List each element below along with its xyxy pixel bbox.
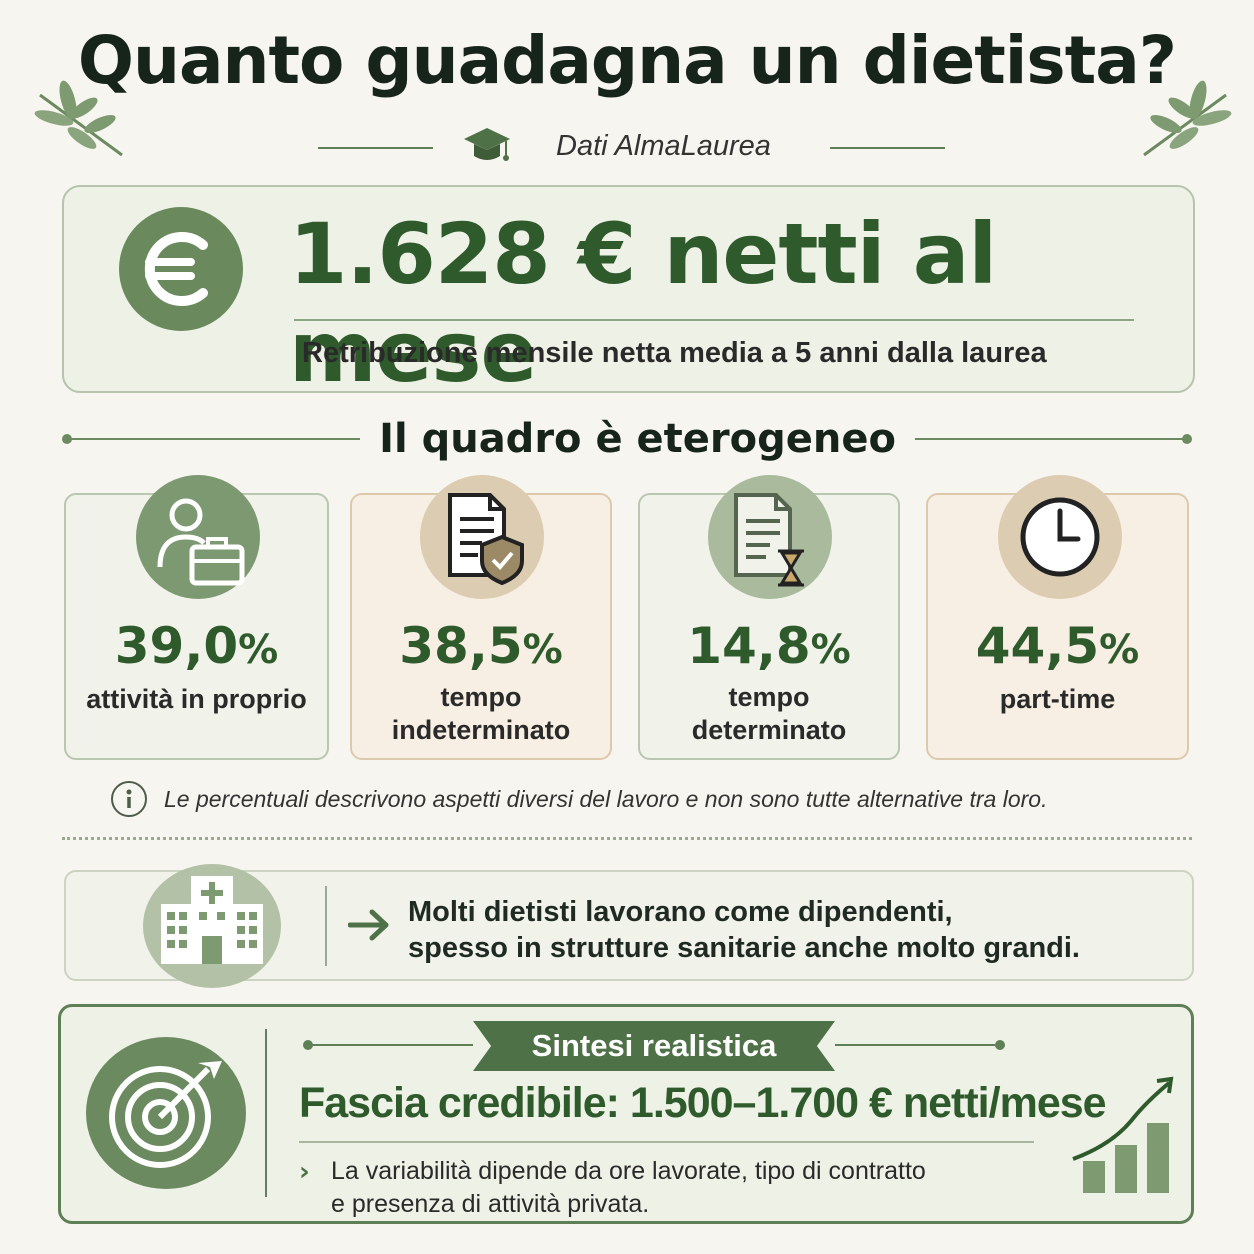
summary-detail: La variabilità dipende da ore lavorate, … bbox=[331, 1157, 926, 1218]
source-divider-left bbox=[318, 147, 433, 149]
average-salary-description: Retribuzione mensile netta media a 5 ann… bbox=[302, 337, 1047, 369]
employees-card: Molti dietisti lavorano come dipendenti,… bbox=[64, 864, 1194, 988]
average-salary-value: 1.628 € netti al mese bbox=[289, 205, 997, 401]
percentages-note: Le percentuali descrivono aspetti divers… bbox=[164, 786, 1048, 812]
ribbon-dot-right bbox=[995, 1040, 1005, 1050]
salary-range: Fascia credibile: 1.500–1.700 € netti/me… bbox=[299, 1079, 1107, 1127]
chevron-right-icon: › bbox=[299, 1157, 310, 1187]
summary-rule bbox=[299, 1141, 1034, 1143]
clock-icon bbox=[998, 475, 1122, 599]
page-title: Quanto guadagna un dietista? bbox=[77, 22, 1177, 99]
section-dot-right bbox=[1182, 434, 1192, 444]
stat-label: part-time bbox=[999, 684, 1116, 714]
stat-card-fixed-term: 14,8% tempo determinato bbox=[638, 475, 900, 760]
employees-text: Molti dietisti lavorano come dipendenti,… bbox=[408, 896, 1080, 964]
stat-value: 44,5% bbox=[975, 617, 1140, 675]
section-line-left bbox=[66, 438, 360, 440]
section-title: Il quadro è eterogeneo bbox=[379, 416, 896, 462]
leaf-branch-left-icon bbox=[34, 80, 123, 157]
stat-value: 14,8% bbox=[687, 617, 851, 675]
stat-card-permanent: 38,5% tempo indeterminato bbox=[350, 475, 612, 760]
stat-label: tempo determinato bbox=[691, 682, 847, 745]
source-row: Dati AlmaLaurea bbox=[0, 122, 1254, 172]
ribbon-line-right bbox=[835, 1044, 995, 1046]
stat-label: attività in proprio bbox=[86, 684, 307, 714]
source-divider-right bbox=[830, 147, 945, 149]
summary-ribbon-label: Sintesi realistica bbox=[531, 1028, 777, 1063]
summary-card: Sintesi realistica Fascia credibile: 1.5… bbox=[58, 1004, 1194, 1224]
arrow-right-icon bbox=[348, 909, 389, 941]
source-label: Dati AlmaLaurea bbox=[556, 130, 771, 162]
info-icon bbox=[111, 781, 147, 817]
stat-value: 39,0% bbox=[114, 617, 279, 675]
summary-ribbon: Sintesi realistica bbox=[473, 1021, 835, 1071]
stat-card-self-employed: 39,0% attività in proprio bbox=[64, 475, 329, 760]
target-icon bbox=[86, 1037, 246, 1189]
stat-label: tempo indeterminato bbox=[391, 682, 571, 745]
leaf-branch-right-icon bbox=[1143, 80, 1232, 157]
average-salary-card: 1.628 € netti al mese Retribuzione mensi… bbox=[62, 185, 1195, 401]
growth-chart-icon bbox=[1072, 1076, 1174, 1193]
section-line-right bbox=[915, 438, 1187, 440]
stat-value: 38,5% bbox=[399, 617, 563, 675]
self-employed-icon bbox=[136, 475, 260, 599]
ribbon-line-left bbox=[308, 1044, 473, 1046]
employees-divider bbox=[325, 886, 327, 966]
euro-icon bbox=[119, 207, 243, 331]
contract-hourglass-icon bbox=[708, 475, 832, 599]
dotted-divider bbox=[62, 837, 1192, 840]
hospital-icon bbox=[143, 864, 281, 988]
summary-divider bbox=[265, 1029, 267, 1197]
stat-card-part-time: 44,5% part-time bbox=[926, 475, 1189, 760]
graduation-cap-icon bbox=[464, 128, 510, 161]
contract-shield-icon bbox=[420, 475, 544, 599]
hero-divider bbox=[294, 319, 1134, 321]
